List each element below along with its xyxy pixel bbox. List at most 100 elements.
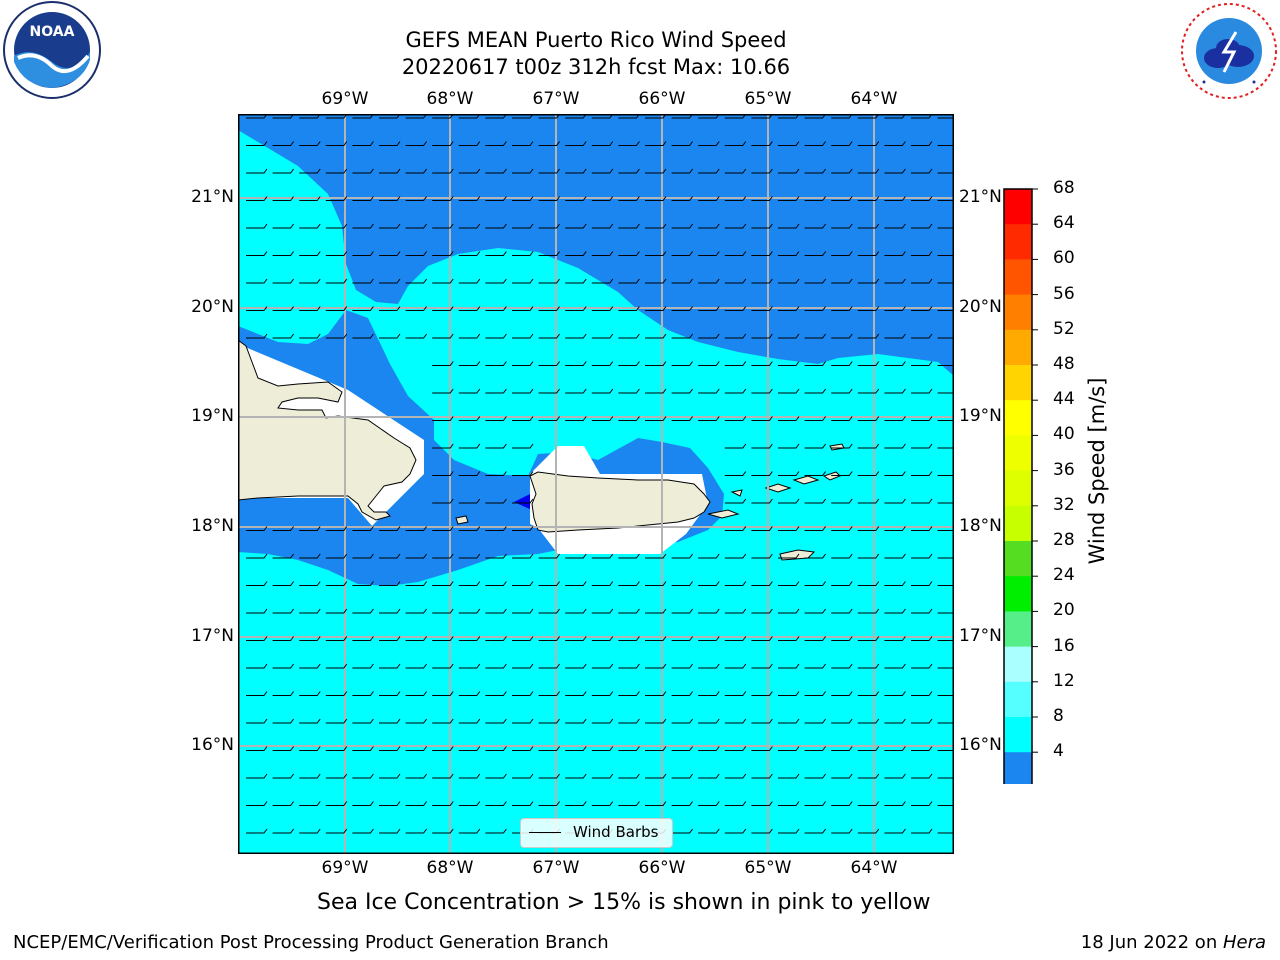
wind-barbs — [246, 114, 954, 834]
wind-barb — [724, 251, 747, 256]
wind-barb — [778, 581, 800, 586]
wind-barb — [405, 636, 427, 641]
wind-barb — [857, 141, 880, 146]
wind-barb — [485, 553, 507, 559]
wind-barb — [831, 581, 853, 586]
wind-barb — [432, 663, 454, 669]
wind-barb — [405, 801, 427, 806]
wind-barb — [857, 526, 880, 531]
wind-barb — [325, 828, 348, 834]
lon-label-bottom: 64°W — [850, 858, 898, 878]
wind-barb — [512, 691, 534, 696]
wind-barb — [458, 691, 481, 696]
wind-barb — [379, 553, 401, 559]
wind-barb — [778, 168, 800, 174]
wind-barb — [299, 801, 321, 806]
wind-barb — [405, 141, 427, 146]
wind-barb — [804, 498, 826, 504]
wind-barb — [432, 636, 454, 641]
wind-barb — [884, 801, 906, 806]
wind-barb — [538, 718, 560, 724]
wind-barb — [698, 801, 720, 806]
wind-barb — [911, 278, 933, 284]
wind-barb — [458, 801, 481, 806]
wind-barb — [325, 306, 348, 311]
wind-barb — [724, 196, 747, 201]
wind-barb — [272, 746, 294, 751]
wind-barb — [911, 828, 933, 834]
wind-barb — [831, 663, 853, 669]
wind-barb — [884, 361, 906, 366]
wind-barb — [724, 773, 747, 779]
wind-barb — [325, 746, 348, 751]
wind-barb — [698, 196, 720, 201]
wind-barb — [591, 306, 614, 311]
wind-barb — [325, 691, 348, 696]
wind-barb — [911, 388, 933, 394]
wind-barb — [485, 416, 507, 421]
wind-barb — [272, 251, 294, 256]
colorbar-tick-label: 20 — [1053, 600, 1075, 621]
colorbar-segment — [1004, 646, 1032, 683]
wind-barb — [458, 773, 481, 779]
wind-barb — [432, 773, 454, 779]
wind-barb — [751, 746, 773, 751]
wind-barb — [937, 392, 954, 394]
wind-barb — [671, 361, 693, 366]
wind-barb — [485, 141, 507, 146]
wind-barb — [405, 718, 427, 724]
wind-barb — [857, 636, 880, 641]
wind-barb — [299, 773, 321, 779]
colorbar-segment — [1004, 611, 1032, 648]
wind-barb — [485, 773, 507, 779]
wind-barb — [698, 388, 720, 394]
wind-barb — [645, 718, 667, 724]
wind-barb — [458, 278, 481, 284]
footer-date-text: 18 Jun 2022 on — [1080, 932, 1223, 953]
wind-barb — [911, 416, 933, 421]
wind-barb — [379, 581, 401, 586]
wind-barb — [379, 141, 401, 146]
wind-barb — [724, 416, 747, 421]
lon-label-bottom: 68°W — [426, 858, 474, 878]
wind-barb — [432, 223, 454, 229]
wind-barb — [458, 498, 481, 504]
lat-label-left: 21°N — [191, 187, 234, 207]
wind-barb — [591, 251, 614, 256]
wind-barb — [458, 388, 481, 394]
wind-barb — [884, 278, 906, 284]
colorbar-outline — [1003, 188, 1033, 784]
wind-barb — [857, 773, 880, 779]
wind-barb — [299, 746, 321, 751]
wind-barb — [671, 581, 693, 586]
wind-barb — [831, 636, 853, 641]
wind-barb — [325, 608, 348, 614]
wind-barb — [379, 333, 401, 339]
wind-barb — [778, 388, 800, 394]
wind-barb — [538, 663, 560, 669]
wind-barb — [937, 255, 954, 256]
wind-barb — [352, 718, 374, 724]
wind-barb — [432, 801, 454, 806]
wind-barb — [246, 251, 268, 256]
wind-barb — [325, 168, 348, 174]
wind-barb — [698, 718, 720, 724]
wind-barb — [432, 278, 454, 284]
wind-barb — [246, 196, 268, 201]
wind-barb — [911, 553, 933, 559]
lat-label-right: 21°N — [959, 187, 1002, 207]
wind-barb — [432, 553, 454, 559]
wind-barb — [884, 526, 906, 531]
land-st-john — [792, 475, 820, 485]
wind-barb — [724, 141, 747, 146]
lat-label-left: 16°N — [191, 735, 234, 755]
wind-barb — [565, 608, 587, 614]
wind-barb — [884, 196, 906, 201]
wind-barb — [804, 773, 826, 779]
wind-barb — [272, 828, 294, 834]
wind-barb — [618, 416, 640, 421]
wind-barb — [751, 526, 773, 531]
land-puerto-rico — [529, 471, 711, 533]
wind-barb — [538, 773, 560, 779]
wind-barb — [751, 498, 773, 504]
